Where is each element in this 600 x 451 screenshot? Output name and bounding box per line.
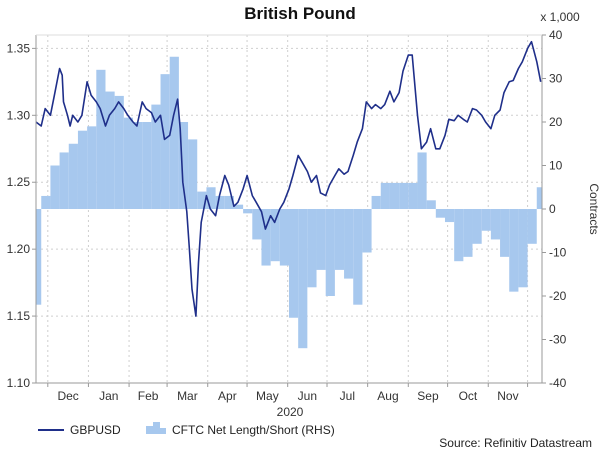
left-tick-label: 1.30 <box>7 108 31 122</box>
x-tick-label: Oct <box>459 389 478 403</box>
source-note: Source: Refinitiv Datastream <box>439 436 592 450</box>
cftc-bar <box>123 117 134 209</box>
cftc-bar <box>206 187 216 209</box>
x-tick-label: Mar <box>177 389 198 403</box>
cftc-bar <box>261 209 271 266</box>
right-tick-label: 20 <box>549 115 563 129</box>
right-axis-label: Contracts <box>587 183 600 234</box>
cftc-bar <box>289 209 299 318</box>
gbpusd-line-layer <box>35 40 542 317</box>
cftc-bar <box>298 209 308 349</box>
cftc-bar <box>59 152 69 209</box>
x-axis-ticks: Dec Jan Feb Mar Apr May Jun Jul Aug Sep Oct Nov <box>47 383 529 403</box>
x-tick-label: Nov <box>497 389 518 403</box>
x-axis-label: 2020 <box>277 405 304 419</box>
legend-label-gbpusd: GBPUSD <box>70 423 121 437</box>
left-tick-label: 1.35 <box>7 41 31 55</box>
cftc-bar <box>454 209 464 262</box>
x-tick-label: Feb <box>138 389 159 403</box>
cftc-bar <box>444 209 455 223</box>
cftc-bar <box>389 182 400 209</box>
left-tick-label: 1.20 <box>7 242 31 256</box>
right-tick-label: 10 <box>549 159 563 173</box>
cftc-bar <box>160 74 170 210</box>
x-tick-label: Jul <box>340 389 355 403</box>
cftc-bar <box>490 209 501 240</box>
cftc-bar <box>224 195 234 209</box>
right-tick-label: -10 <box>549 246 567 260</box>
cftc-bar <box>41 195 51 209</box>
legend-swatch-cftc <box>140 422 166 434</box>
cftc-bar <box>362 209 372 253</box>
cftc-bar <box>435 209 445 218</box>
x-tick-label: Jun <box>298 389 317 403</box>
right-tick-label: -40 <box>549 376 567 390</box>
right-tick-label: -30 <box>549 333 567 347</box>
left-axis-ticks: 1.35 1.30 1.25 1.20 1.15 1.10 <box>7 41 36 390</box>
cftc-bar <box>142 122 152 209</box>
cftc-bar <box>353 209 363 305</box>
left-tick-label: 1.25 <box>7 175 31 189</box>
cftc-bar <box>87 126 97 209</box>
cftc-bar <box>399 182 409 209</box>
x-tick-label: May <box>256 389 279 403</box>
cftc-bar <box>472 209 482 244</box>
cftc-bar <box>169 56 179 209</box>
cftc-bar <box>509 209 519 292</box>
right-tick-label: -20 <box>549 289 567 303</box>
cftc-bar <box>68 143 78 209</box>
left-tick-label: 1.10 <box>7 376 31 390</box>
legend-label-cftc: CFTC Net Length/Short (RHS) <box>172 423 335 437</box>
cftc-bar <box>151 104 161 209</box>
cftc-bar <box>270 209 280 262</box>
cftc-bar <box>463 209 473 257</box>
cftc-bar <box>316 209 326 270</box>
cftc-bar <box>279 209 289 266</box>
cftc-bar <box>36 209 42 305</box>
cftc-bar <box>197 191 207 209</box>
cftc-bar <box>307 209 317 288</box>
right-axis-ticks: 40 30 20 10 0 -10 -20 -30 -40 <box>542 28 567 390</box>
left-tick-label: 1.15 <box>7 309 31 323</box>
right-axis-multiplier: x 1,000 <box>540 10 580 24</box>
legend: GBPUSD CFTC Net Length/Short (RHS) <box>38 422 335 437</box>
cftc-bar <box>344 209 354 279</box>
right-tick-label: 40 <box>549 28 563 42</box>
cftc-bar <box>114 95 124 209</box>
gbpusd-line <box>35 40 542 317</box>
cftc-bar <box>371 195 381 209</box>
cftc-bar <box>252 209 262 240</box>
cftc-bar <box>527 209 537 244</box>
cftc-bar <box>188 139 198 209</box>
cftc-bar <box>518 209 528 288</box>
cftc-bar <box>77 130 88 209</box>
right-tick-label: 30 <box>549 72 563 86</box>
chart-title: British Pound <box>244 4 355 23</box>
cftc-bar <box>380 182 390 209</box>
x-tick-label: Apr <box>218 389 237 403</box>
cftc-bar <box>536 187 542 209</box>
cftc-bar <box>481 209 491 231</box>
cftc-bar <box>178 122 189 209</box>
cftc-bar <box>215 195 225 209</box>
cftc-bar <box>105 91 115 209</box>
cftc-bar <box>243 209 253 214</box>
cftc-bar <box>96 69 106 209</box>
cftc-bar <box>233 204 244 209</box>
cftc-bar <box>334 209 345 270</box>
x-tick-label: Sep <box>417 389 439 403</box>
cftc-bar <box>325 209 335 296</box>
cftc-bar <box>408 182 418 209</box>
cftc-bar <box>133 122 143 209</box>
right-tick-label: 0 <box>549 202 556 216</box>
x-tick-label: Jan <box>99 389 118 403</box>
cftc-bar <box>426 200 436 209</box>
cftc-bar <box>50 165 60 209</box>
cftc-bar <box>500 209 510 257</box>
x-tick-label: Dec <box>57 389 78 403</box>
cftc-bar <box>417 152 427 209</box>
cftc-area-layer <box>36 56 542 349</box>
x-tick-label: Aug <box>377 389 398 403</box>
